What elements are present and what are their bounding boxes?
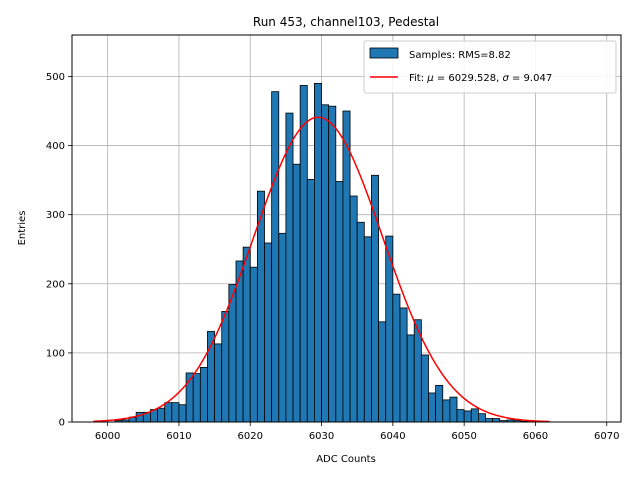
histogram-bar: [470, 408, 479, 423]
histogram-bar: [456, 409, 465, 423]
histogram-bar: [178, 404, 187, 423]
histogram-bar: [378, 321, 387, 423]
histogram-bar: [463, 410, 472, 423]
legend: Samples: RMS=8.82 Fit: μ = 6029.528, σ =…: [363, 40, 617, 94]
histogram-bar: [349, 195, 358, 423]
histogram-bar: [306, 179, 315, 423]
histogram-bar: [135, 411, 144, 423]
histogram-bar: [442, 399, 451, 423]
x-axis-label: ADC Counts: [316, 454, 376, 465]
x-axis-ticks: 6000 6010 6020 6030 6040 6050 6060 6070: [95, 422, 619, 442]
legend-fit-mid: = 6029.528,: [434, 73, 503, 84]
histogram-bar: [420, 354, 429, 423]
histogram-bar: [363, 236, 372, 423]
histogram-bar: [428, 392, 437, 423]
y-tick-label: 0: [59, 418, 65, 429]
histogram-bar: [264, 242, 273, 423]
chart-title: Run 453, channel103, Pedestal: [253, 15, 439, 29]
histogram-bar: [356, 221, 365, 423]
histogram-bar: [214, 343, 223, 423]
histogram-bar: [292, 163, 301, 423]
histogram-bar: [299, 85, 308, 423]
legend-fit-prefix: Fit:: [409, 73, 427, 84]
x-tick-label: 6050: [451, 431, 476, 442]
x-tick-label: 6070: [594, 431, 619, 442]
legend-sigma-symbol: σ: [502, 73, 509, 84]
histogram-bar: [249, 266, 258, 423]
histogram-bar: [271, 91, 280, 423]
x-tick-label: 6060: [523, 431, 548, 442]
histogram-bar: [485, 418, 494, 423]
histogram-bar: [228, 284, 237, 423]
y-tick-label: 100: [46, 348, 65, 359]
x-tick-label: 6030: [309, 431, 334, 442]
legend-fit-label: Fit: μ = 6029.528, σ = 9.047: [409, 73, 552, 84]
y-tick-label: 500: [46, 72, 65, 83]
y-tick-label: 300: [46, 210, 65, 221]
histogram-bar: [478, 413, 486, 423]
y-axis-ticks: 0 100 200 300 400 500: [46, 72, 72, 429]
histogram-bar: [256, 190, 265, 423]
legend-box: [363, 40, 617, 94]
histogram-bar: [278, 232, 287, 423]
x-tick-label: 6020: [238, 431, 263, 442]
x-tick-label: 6040: [380, 431, 405, 442]
histogram-bar: [328, 105, 337, 423]
histogram-bars: [114, 82, 529, 423]
histogram-bar: [406, 334, 415, 423]
y-axis-label: Entries: [17, 211, 28, 246]
legend-fit-suffix: = 9.047: [509, 73, 552, 84]
histogram-bar: [242, 246, 251, 423]
histogram-bar: [335, 181, 344, 423]
y-tick-label: 400: [46, 141, 65, 152]
x-tick-label: 6000: [95, 431, 120, 442]
histogram-bar: [221, 311, 230, 423]
legend-mu-symbol: μ: [426, 73, 433, 84]
histogram-bar: [492, 418, 501, 423]
histogram-bar: [285, 112, 294, 423]
histogram-bar: [449, 396, 458, 423]
histogram-bar: [314, 82, 322, 423]
histogram-bar: [164, 402, 173, 423]
histogram-bar: [435, 384, 444, 423]
histogram-bar: [342, 110, 351, 423]
legend-histogram-label: Samples: RMS=8.82: [409, 50, 511, 61]
histogram-bar: [192, 373, 201, 423]
histogram-bar: [392, 293, 401, 423]
fit-curve: [93, 116, 550, 423]
histogram-bar: [171, 402, 180, 423]
histogram-bar: [157, 407, 166, 423]
histogram-bar: [321, 104, 330, 423]
histogram-bar: [399, 307, 408, 423]
legend-histogram-patch: [369, 47, 399, 59]
y-tick-label: 200: [46, 279, 65, 290]
histogram-bar: [199, 367, 208, 423]
x-tick-label: 6010: [166, 431, 191, 442]
histogram-bar: [371, 174, 379, 423]
plot-frame: [71, 34, 622, 423]
